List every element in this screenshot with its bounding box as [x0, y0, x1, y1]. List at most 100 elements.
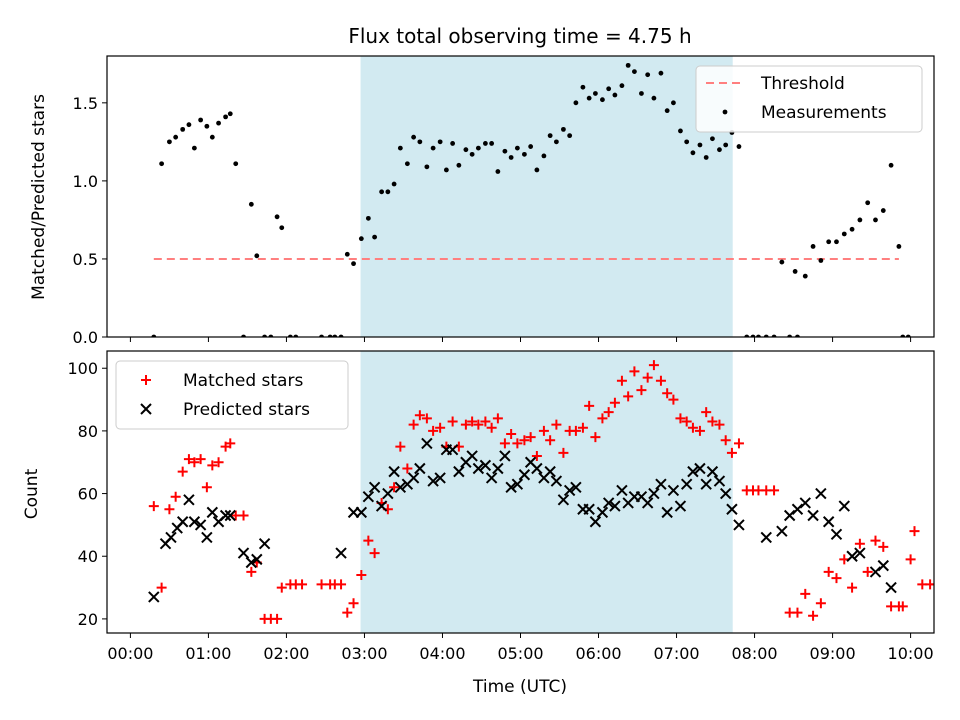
bottom-predicted-stars-point — [453, 465, 465, 478]
bottom-matched-stars-point — [460, 419, 471, 430]
top-measurements-point — [248, 201, 254, 207]
bottom-matched-stars-point — [395, 441, 406, 452]
bottom-matched-stars-point — [823, 566, 834, 577]
bottom-matched-stars-point — [177, 466, 188, 477]
bottom-predicted-stars-point — [355, 506, 368, 519]
bottom-matched-stars-point — [603, 407, 614, 418]
bottom-predicted-stars-point — [807, 509, 819, 522]
top-measurements-point — [573, 100, 579, 106]
bottom-matched-stars-point — [506, 429, 517, 440]
bottom-predicted-stars-point — [563, 484, 576, 497]
bottom-y-tick-label: 60 — [78, 485, 98, 504]
bottom-matched-stars-point — [642, 372, 653, 383]
bottom-matched-stars-point — [733, 438, 744, 449]
bottom-matched-stars-point — [276, 582, 287, 593]
bottom-predicted-stars-point — [407, 472, 420, 484]
top-measurements-point — [645, 72, 651, 78]
bottom-predicted-stars-point — [661, 506, 673, 519]
bottom-matched-stars-point — [201, 482, 212, 493]
top-measurements-point — [528, 144, 534, 149]
bottom-x-tick-label: 09:00 — [810, 644, 856, 663]
top-y-tick-label: 1.0 — [73, 172, 98, 191]
top-measurements-point — [430, 145, 436, 151]
bottom-matched-stars-point — [551, 419, 562, 430]
bottom-predicted-stars-point — [183, 494, 195, 506]
top-measurements-point — [802, 273, 808, 279]
bottom-matched-stars-point — [408, 419, 419, 430]
bottom-matched-stars-point — [356, 570, 367, 581]
top-measurements-point — [159, 161, 165, 167]
top-measurements-point — [826, 239, 832, 245]
top-measurements-point — [391, 181, 397, 187]
bottom-x-tick-label: 07:00 — [653, 644, 699, 663]
top-measurements-point — [186, 122, 192, 128]
bottom-x-tick-label: 02:00 — [263, 644, 309, 663]
bottom-predicted-stars-point — [434, 472, 446, 484]
bottom-matched-stars-point — [769, 485, 780, 496]
bottom-x-tick-label: 08:00 — [732, 644, 778, 663]
top-measurements-point — [561, 126, 566, 132]
bottom-predicted-stars-point — [335, 547, 347, 559]
bottom-matched-stars-point — [545, 435, 556, 446]
bottom-matched-stars-point — [183, 454, 194, 465]
bottom-predicted-stars-point — [655, 478, 667, 490]
top-y-tick-label: 0.5 — [73, 250, 98, 269]
bottom-matched-stars-point — [590, 432, 601, 443]
bottom-matched-stars-point — [297, 579, 308, 590]
bottom-predicted-stars-point — [251, 553, 263, 566]
bottom-predicted-stars-point — [885, 581, 897, 594]
top-measurements-point — [865, 200, 871, 206]
top-measurements-point — [580, 84, 586, 90]
top-measurements-point — [710, 136, 715, 142]
bottom-matched-stars-point — [714, 419, 725, 430]
bottom-matched-stars-point — [435, 422, 446, 433]
top-measurements-point — [372, 234, 378, 240]
bottom-predicted-stars-point — [224, 509, 236, 522]
bottom-predicted-stars-point — [492, 462, 504, 475]
legend-predicted-label: Predicted stars — [183, 400, 310, 420]
top-measurements-point — [834, 239, 839, 245]
bottom-predicted-stars-point — [206, 506, 219, 519]
bottom-matched-stars-point — [662, 388, 673, 399]
top-measurements-point — [690, 150, 696, 156]
bottom-predicted-stars-point — [375, 500, 388, 512]
bottom-matched-stars-point — [707, 416, 718, 427]
top-measurements-point — [703, 155, 709, 160]
bottom-predicted-stars-point — [706, 465, 719, 478]
top-measurements-point — [619, 83, 625, 89]
bottom-matched-stars-point — [156, 582, 167, 593]
top-measurements-point — [191, 145, 197, 151]
bottom-matched-stars-point — [800, 588, 811, 599]
bottom-predicted-stars-point — [641, 497, 654, 509]
chart-title: Flux total observing time = 4.75 h — [348, 24, 691, 48]
bottom-matched-stars-point — [623, 391, 634, 402]
bottom-matched-stars-point — [720, 435, 731, 446]
top-measurements-point — [495, 169, 501, 174]
bottom-predicted-stars-point — [783, 509, 796, 522]
bottom-predicted-stars-point — [570, 481, 582, 494]
top-y-tick-label: 0.0 — [73, 328, 98, 347]
bottom-matched-stars-point — [473, 419, 484, 430]
bottom-matched-stars-point — [225, 438, 236, 449]
bottom-matched-stars-point — [616, 375, 627, 386]
bottom-predicted-stars-point — [414, 462, 426, 475]
bottom-matched-stars-point — [272, 613, 283, 624]
bottom-matched-stars-point — [389, 482, 400, 493]
bottom-predicted-stars-point — [201, 531, 213, 544]
top-measurements-point — [443, 167, 449, 173]
bottom-matched-stars-point — [525, 432, 536, 443]
bottom-matched-stars-point — [878, 541, 889, 552]
bottom-predicted-stars-point — [713, 475, 726, 487]
bottom-predicted-stars-point — [687, 465, 699, 478]
top-measurements-point — [873, 217, 878, 223]
bottom-predicted-stars-point — [776, 525, 788, 537]
bottom-predicted-stars-point — [188, 516, 201, 528]
top-measurements-point — [664, 108, 670, 114]
bottom-matched-stars-point — [675, 413, 686, 424]
bottom-matched-stars-point — [930, 583, 934, 586]
top-measurements-point — [723, 142, 729, 148]
top-points — [151, 62, 911, 337]
bottom-predicted-stars-point — [791, 503, 804, 515]
top-measurements-point — [841, 231, 847, 237]
bottom-predicted-stars-point — [680, 478, 693, 490]
